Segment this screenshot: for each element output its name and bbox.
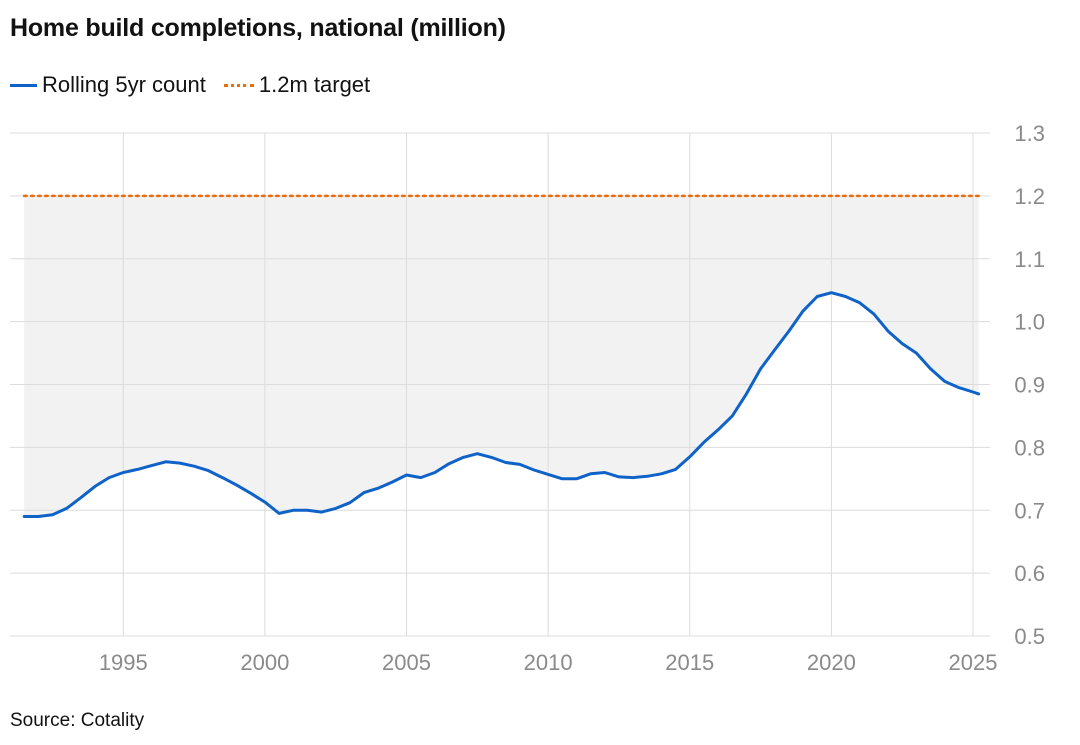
x-tick-label: 2015: [665, 650, 714, 675]
x-tick-label: 2000: [240, 650, 289, 675]
chart-title: Home build completions, national (millio…: [10, 14, 506, 42]
legend: Rolling 5yr count 1.2m target: [10, 72, 388, 98]
y-tick-label: 0.8: [1014, 435, 1045, 460]
legend-swatch-dotted: [223, 83, 254, 87]
legend-item-rolling: Rolling 5yr count: [10, 72, 206, 98]
x-tick-label: 1995: [99, 650, 148, 675]
x-tick-label: 2005: [382, 650, 431, 675]
y-tick-label: 0.9: [1014, 373, 1045, 398]
y-tick-label: 1.1: [1014, 247, 1045, 272]
x-tick-label: 2025: [949, 650, 998, 675]
x-tick-label: 2020: [807, 650, 856, 675]
y-tick-label: 1.3: [1014, 121, 1045, 146]
y-tick-label: 0.5: [1014, 624, 1045, 649]
x-tick-label: 2010: [524, 650, 573, 675]
y-tick-label: 0.7: [1014, 498, 1045, 523]
legend-label-target: 1.2m target: [258, 72, 371, 97]
y-tick-label: 0.6: [1014, 561, 1045, 586]
gap-to-target-area: [24, 195, 979, 517]
source-note: Source: Cotality: [10, 710, 145, 731]
legend-item-target: 1.2m target: [223, 72, 371, 98]
y-tick-label: 1.0: [1014, 310, 1045, 335]
legend-label-rolling: Rolling 5yr count: [42, 72, 206, 97]
y-tick-label: 1.2: [1014, 184, 1045, 209]
legend-swatch-solid: [10, 83, 37, 87]
series-line-rolling: [22, 291, 981, 518]
